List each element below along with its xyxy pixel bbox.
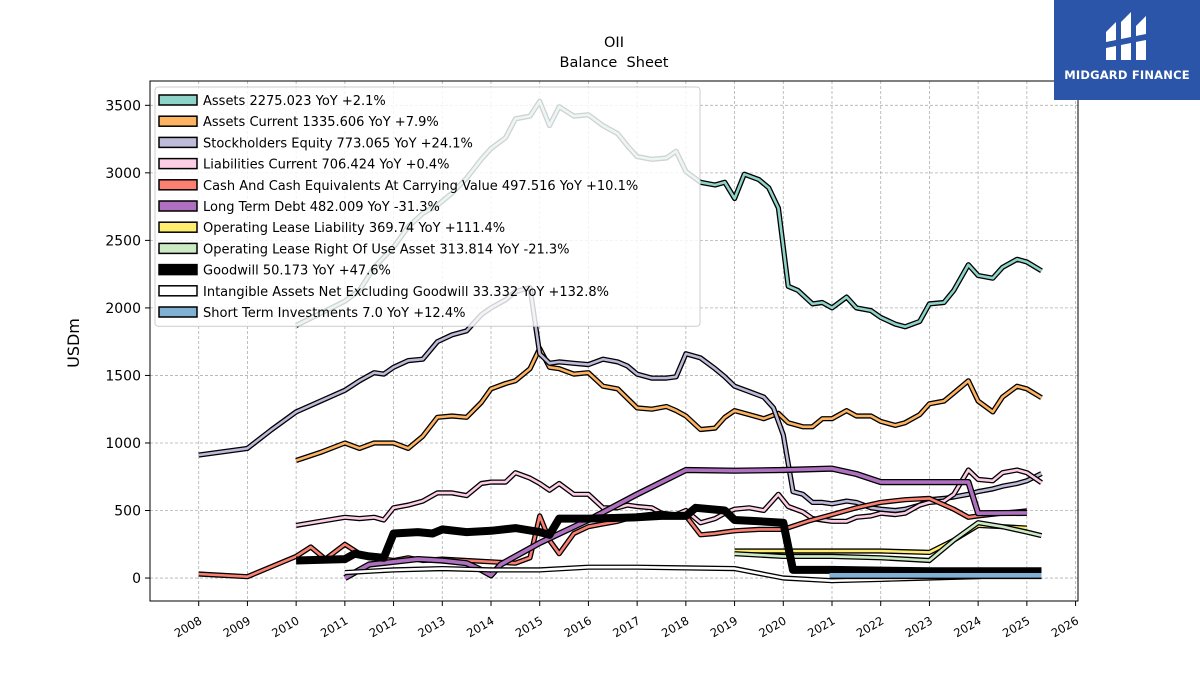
- legend-swatch: [158, 94, 198, 106]
- brand-mark-icon: [1106, 12, 1146, 60]
- x-tick-label: 2022: [854, 613, 886, 640]
- x-tick-label: 2010: [269, 613, 301, 640]
- legend-item-liabilities-current: Liabilities Current 706.424 YoY +0.4%: [158, 157, 450, 173]
- series-long-term-debt: [343, 465, 1027, 581]
- x-tick-label: 2018: [659, 613, 691, 640]
- x-tick-label: 2020: [756, 613, 788, 640]
- y-tick-label: 0: [132, 571, 141, 587]
- legend-item-goodwill: Goodwill 50.173 YoY +47.6%: [158, 263, 391, 279]
- legend-item-cash-and-cash-equivalents-at-carrying-value: Cash And Cash Equivalents At Carrying Va…: [158, 179, 638, 194]
- legend-item-long-term-debt: Long Term Debt 482.009 YoY -31.3%: [158, 200, 440, 215]
- x-tick-label: 2023: [903, 613, 935, 640]
- legend-item-intangible-assets-net-excluding-goodwill: Intangible Assets Net Excluding Goodwill…: [158, 285, 609, 300]
- y-tick-label: 3500: [105, 98, 141, 114]
- legend-box: [154, 86, 701, 327]
- legend-item-short-term-investments: Short Term Investments 7.0 YoY +12.4%: [158, 306, 465, 321]
- legend-label: Stockholders Equity 773.065 YoY +24.1%: [203, 136, 473, 151]
- legend-label: Operating Lease Right Of Use Asset 313.8…: [203, 242, 570, 257]
- legend-label: Assets 2275.023 YoY +2.1%: [203, 94, 386, 109]
- y-tick-label: 3000: [105, 166, 141, 182]
- series-line: [295, 468, 1043, 527]
- legend-label: Long Term Debt 482.009 YoY -31.3%: [203, 200, 440, 215]
- x-tick-label: 2011: [318, 613, 350, 640]
- x-tick-label: 2008: [172, 613, 204, 640]
- x-tick-label: 2017: [610, 613, 642, 640]
- x-tick-label: 2025: [1000, 613, 1032, 640]
- series-operating-lease-right-of-use-asset: [734, 520, 1043, 564]
- series-line: [295, 347, 1043, 462]
- y-axis-label: USDm: [64, 318, 83, 368]
- legend-item-operating-lease-right-of-use-asset: Operating Lease Right Of Use Asset 313.8…: [158, 242, 570, 257]
- x-tick-label: 2012: [367, 613, 399, 640]
- series-line: [734, 521, 1042, 562]
- legend-label: Liabilities Current 706.424 YoY +0.4%: [203, 158, 450, 173]
- legend-item-assets-current: Assets Current 1335.606 YoY +7.9%: [158, 115, 439, 130]
- legend-swatch: [158, 179, 198, 191]
- y-tick-label: 1000: [105, 436, 141, 452]
- y-tick-label: 2000: [105, 301, 141, 317]
- legend-label: Intangible Assets Net Excluding Goodwill…: [203, 285, 609, 300]
- legend-item-operating-lease-liability: Operating Lease Liability 369.74 YoY +11…: [158, 221, 505, 236]
- x-tick-label: 2016: [562, 613, 594, 640]
- legend-label: Short Term Investments 7.0 YoY +12.4%: [203, 306, 465, 321]
- legend-label: Goodwill 50.173 YoY +47.6%: [203, 264, 391, 279]
- x-tick-label: 2019: [708, 613, 740, 640]
- legend: Assets 2275.023 YoY +2.1% Assets Current …: [154, 86, 701, 327]
- legend-swatch: [158, 242, 198, 255]
- series-line: [295, 503, 1042, 576]
- legend-swatch: [158, 200, 198, 212]
- plot-frame: [149, 80, 1079, 602]
- legend-swatch: [158, 263, 198, 276]
- y-axis-ticks: 0 500 1000 1500 2000 2500 3000 3500: [105, 98, 150, 587]
- y-tick-label: 500: [114, 504, 141, 520]
- series-assets-current: [295, 345, 1043, 463]
- x-tick-label: 2021: [805, 613, 837, 640]
- series-liabilities-current: [295, 467, 1043, 528]
- brand-name: MIDGARD FINANCE: [1064, 68, 1190, 82]
- x-tick-label: 2013: [415, 613, 447, 640]
- legend-item-stockholders-equity: Stockholders Equity 773.065 YoY +24.1%: [158, 136, 473, 151]
- legend-swatch: [158, 306, 198, 318]
- legend-swatch: [158, 115, 198, 127]
- legend-label: Operating Lease Liability 369.74 YoY +11…: [203, 221, 505, 236]
- x-tick-label: 2024: [951, 613, 983, 640]
- legend-swatch: [158, 136, 198, 149]
- legend-swatch: [158, 221, 198, 233]
- legend-label: Assets Current 1335.606 YoY +7.9%: [203, 115, 439, 130]
- x-tick-label: 2009: [221, 613, 253, 640]
- series-goodwill: [295, 503, 1042, 576]
- legend-swatch: [158, 157, 198, 170]
- x-axis-ticks: 2008 2009 2010 2011 2012 2013 2014 2015 2016 2017…: [172, 601, 1081, 640]
- legend-item-assets: Assets 2275.023 YoY +2.1%: [158, 94, 386, 109]
- x-tick-label: 2026: [1049, 613, 1081, 640]
- x-tick-label: 2014: [464, 613, 496, 640]
- chart-title: OII: [604, 35, 624, 51]
- series-line: [344, 466, 1027, 580]
- legend-label: Cash And Cash Equivalents At Carrying Va…: [203, 179, 638, 194]
- brand-logo: MIDGARD FINANCE: [1054, 0, 1200, 100]
- legend-swatch: [158, 285, 198, 297]
- y-tick-label: 2500: [105, 233, 141, 249]
- chart-subtitle: Balance Sheet: [560, 55, 669, 71]
- y-tick-label: 1500: [105, 368, 141, 384]
- x-tick-label: 2015: [513, 613, 545, 640]
